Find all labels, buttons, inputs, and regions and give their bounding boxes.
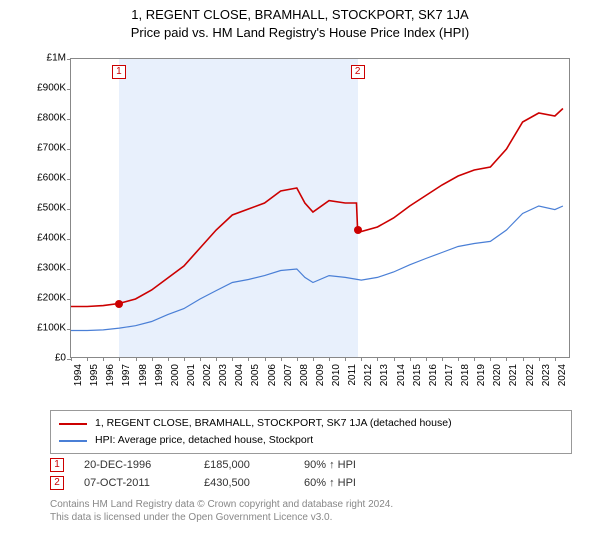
plot-area: 12 xyxy=(70,58,570,358)
y-tick-label: £300K xyxy=(37,263,66,274)
x-tick-label: 2016 xyxy=(428,364,439,386)
footer-line-2: This data is licensed under the Open Gov… xyxy=(50,511,572,524)
x-tick-label: 2008 xyxy=(299,364,310,386)
chart-container: 12 £0£100K£200K£300K£400K£500K£600K£700K… xyxy=(20,48,580,408)
sale-price-1: £185,000 xyxy=(204,459,284,471)
x-tick-label: 2007 xyxy=(283,364,294,386)
y-tick-label: £600K xyxy=(37,173,66,184)
legend-item-hpi: HPI: Average price, detached house, Stoc… xyxy=(59,432,563,449)
x-tick-label: 2005 xyxy=(250,364,261,386)
x-tick-label: 2003 xyxy=(218,364,229,386)
sale-marker-box-2: 2 xyxy=(351,65,365,79)
x-tick-label: 2006 xyxy=(267,364,278,386)
x-tick-label: 2018 xyxy=(460,364,471,386)
y-tick-label: £800K xyxy=(37,113,66,124)
y-tick-label: £100K xyxy=(37,323,66,334)
x-tick-label: 1999 xyxy=(154,364,165,386)
sale-marker-box-1: 1 xyxy=(112,65,126,79)
x-tick-label: 2020 xyxy=(492,364,503,386)
sale-delta-2: 60% ↑ HPI xyxy=(304,477,356,489)
sale-row-2: 2 07-OCT-2011 £430,500 60% ↑ HPI xyxy=(50,476,572,490)
line-svg xyxy=(71,59,569,357)
sale-marker-1: 1 xyxy=(50,458,64,472)
legend-swatch-property xyxy=(59,423,87,425)
sale-dot-2 xyxy=(354,226,362,234)
x-tick-label: 1995 xyxy=(89,364,100,386)
x-tick-label: 2022 xyxy=(525,364,536,386)
legend-label-hpi: HPI: Average price, detached house, Stoc… xyxy=(95,432,313,449)
y-tick-label: £700K xyxy=(37,143,66,154)
x-tick-label: 1997 xyxy=(121,364,132,386)
x-tick-label: 2012 xyxy=(363,364,374,386)
y-tick-label: £400K xyxy=(37,233,66,244)
x-tick-label: 2021 xyxy=(508,364,519,386)
x-tick-label: 2019 xyxy=(476,364,487,386)
y-tick-label: £500K xyxy=(37,203,66,214)
x-tick-label: 2023 xyxy=(541,364,552,386)
x-tick-label: 2000 xyxy=(170,364,181,386)
sale-marker-2: 2 xyxy=(50,476,64,490)
chart-title-block: 1, REGENT CLOSE, BRAMHALL, STOCKPORT, SK… xyxy=(0,0,600,44)
legend-item-property: 1, REGENT CLOSE, BRAMHALL, STOCKPORT, SK… xyxy=(59,415,563,432)
title-line-1: 1, REGENT CLOSE, BRAMHALL, STOCKPORT, SK… xyxy=(0,6,600,24)
x-tick-label: 1994 xyxy=(73,364,84,386)
sale-delta-1: 90% ↑ HPI xyxy=(304,459,356,471)
legend-label-property: 1, REGENT CLOSE, BRAMHALL, STOCKPORT, SK… xyxy=(95,415,452,432)
x-tick-label: 2010 xyxy=(331,364,342,386)
x-tick-label: 2014 xyxy=(396,364,407,386)
x-tick-label: 1996 xyxy=(105,364,116,386)
x-tick-label: 2024 xyxy=(557,364,568,386)
x-tick-label: 2013 xyxy=(379,364,390,386)
sale-price-2: £430,500 xyxy=(204,477,284,489)
legend-box: 1, REGENT CLOSE, BRAMHALL, STOCKPORT, SK… xyxy=(50,410,572,454)
series-hpi xyxy=(71,206,563,331)
sale-dot-1 xyxy=(115,300,123,308)
footer-line-1: Contains HM Land Registry data © Crown c… xyxy=(50,498,572,511)
x-tick-label: 2002 xyxy=(202,364,213,386)
x-tick-label: 2015 xyxy=(412,364,423,386)
legend-swatch-hpi xyxy=(59,440,87,442)
x-tick-label: 2017 xyxy=(444,364,455,386)
x-tick-label: 2011 xyxy=(347,364,358,386)
series-property xyxy=(71,109,563,307)
sale-date-1: 20-DEC-1996 xyxy=(84,459,184,471)
x-tick-label: 1998 xyxy=(138,364,149,386)
y-tick-label: £1M xyxy=(47,53,66,64)
sale-date-2: 07-OCT-2011 xyxy=(84,477,184,489)
y-tick-label: £900K xyxy=(37,83,66,94)
y-tick-label: £0 xyxy=(55,353,66,364)
sale-row-1: 1 20-DEC-1996 £185,000 90% ↑ HPI xyxy=(50,458,572,472)
title-line-2: Price paid vs. HM Land Registry's House … xyxy=(0,24,600,42)
x-tick-label: 2001 xyxy=(186,364,197,386)
y-tick-label: £200K xyxy=(37,293,66,304)
footer-note: Contains HM Land Registry data © Crown c… xyxy=(50,498,572,524)
x-tick-label: 2004 xyxy=(234,364,245,386)
x-tick-label: 2009 xyxy=(315,364,326,386)
